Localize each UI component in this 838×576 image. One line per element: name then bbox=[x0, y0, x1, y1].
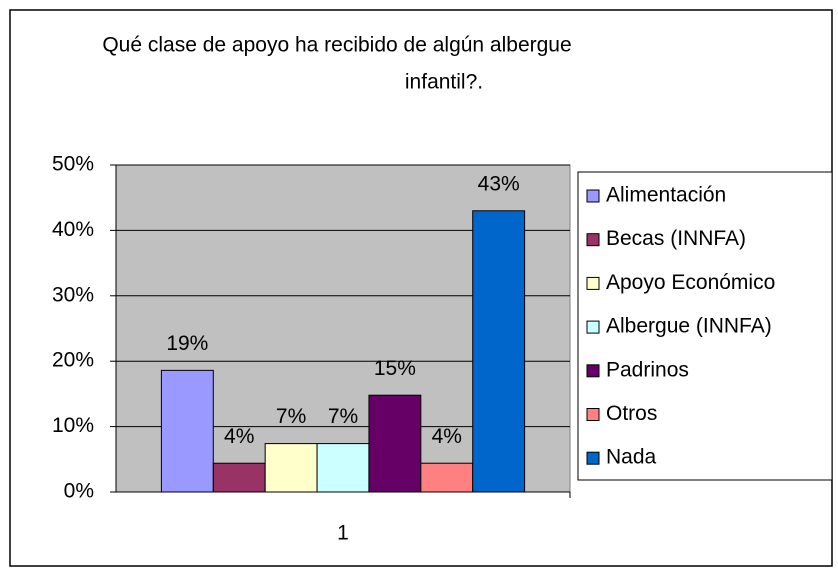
legend-label: Becas (INNFA) bbox=[606, 227, 746, 250]
legend-label: Alimentación bbox=[606, 184, 726, 207]
legend-swatch bbox=[586, 233, 600, 247]
x-tick-label: 1 bbox=[337, 522, 349, 545]
y-tick-label: 0% bbox=[64, 480, 94, 503]
legend-swatch bbox=[586, 408, 600, 421]
data-label: 15% bbox=[374, 357, 416, 380]
legend-label: Albergue (INNFA) bbox=[606, 315, 772, 338]
legend-swatch bbox=[586, 189, 600, 203]
y-tick-label: 30% bbox=[52, 283, 94, 306]
chart-title: Qué clase de apoyo ha recibido de algún … bbox=[102, 34, 571, 57]
legend-label: Apoyo Económico bbox=[606, 271, 775, 294]
legend bbox=[577, 171, 833, 481]
y-tick-label: 40% bbox=[52, 218, 94, 241]
data-label: 19% bbox=[166, 332, 208, 355]
chart-title: infantil?. bbox=[405, 71, 483, 94]
y-tick-label: 50% bbox=[52, 153, 94, 176]
data-label: 43% bbox=[478, 172, 520, 195]
data-label: 7% bbox=[328, 405, 358, 428]
bar bbox=[420, 462, 474, 493]
bar bbox=[316, 443, 370, 493]
bar bbox=[212, 462, 266, 493]
legend-swatch bbox=[586, 364, 600, 378]
bar bbox=[160, 369, 214, 493]
legend-swatch bbox=[586, 451, 600, 465]
y-tick-label: 20% bbox=[52, 349, 94, 372]
legend-label: Nada bbox=[606, 446, 657, 469]
bar bbox=[472, 210, 526, 493]
legend-swatch bbox=[586, 276, 600, 290]
y-tick-label: 10% bbox=[52, 414, 94, 437]
data-label: 4% bbox=[224, 425, 254, 448]
data-label: 7% bbox=[276, 405, 306, 428]
data-label: 4% bbox=[432, 425, 462, 448]
legend-label: Otros bbox=[606, 402, 657, 425]
bar bbox=[264, 443, 318, 493]
legend-label: Padrinos bbox=[606, 358, 689, 381]
legend-swatch bbox=[586, 320, 600, 334]
bar bbox=[368, 394, 422, 493]
